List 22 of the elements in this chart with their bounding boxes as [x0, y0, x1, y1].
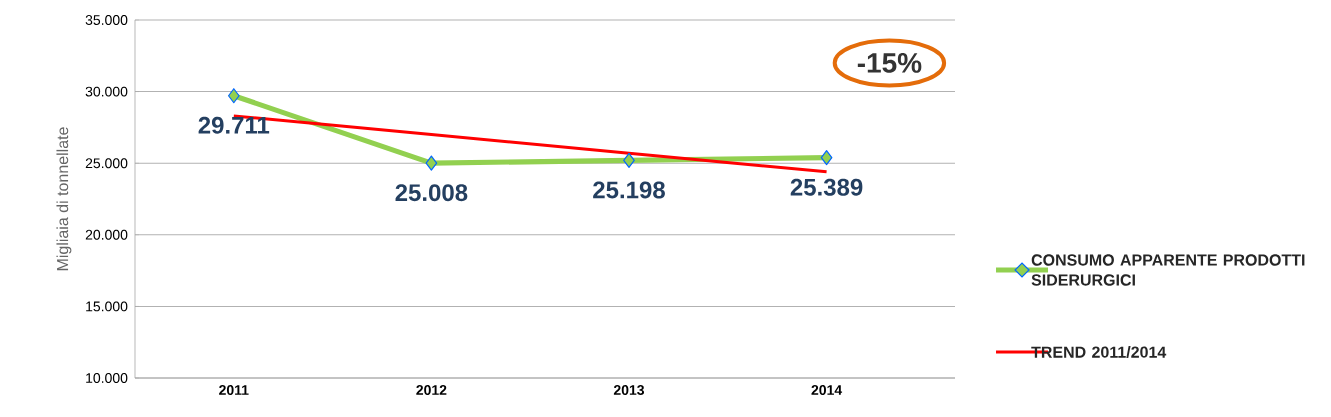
- y-tick-label: 30.000: [85, 86, 128, 97]
- x-tick-label: 2013: [613, 385, 645, 395]
- data-label: 25.198: [593, 181, 665, 199]
- y-tick-label: 20.000: [85, 229, 128, 240]
- annotation: -15%: [857, 53, 922, 73]
- legend-label: CONSUMO APPARENTE PRODOTTI SIDERURGICI: [1031, 254, 1305, 286]
- y-tick-label: 10.000: [86, 373, 128, 383]
- x-tick-label: 2012: [416, 385, 447, 395]
- point: [623, 152, 635, 168]
- text: TREND 2011/2014: [1031, 346, 1167, 358]
- x-tick-label: 2014: [811, 385, 843, 395]
- data-label: 25.008: [395, 184, 468, 202]
- point: [820, 150, 833, 166]
- y-tick-label: 15.000: [86, 301, 128, 312]
- point: [425, 155, 438, 171]
- point: [227, 88, 240, 104]
- data-label: 25.389: [790, 178, 863, 196]
- y-tick-label: 35.000: [85, 15, 128, 25]
- y-axis-title: Migliaia di tonnellate: [56, 127, 72, 271]
- x-tick-label: 2011: [219, 385, 249, 395]
- y-tick-label: 25.000: [85, 158, 128, 169]
- data-label: 29.711: [198, 116, 270, 134]
